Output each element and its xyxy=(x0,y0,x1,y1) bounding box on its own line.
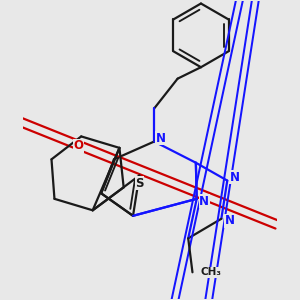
Text: CH₃: CH₃ xyxy=(201,267,222,277)
Text: N: N xyxy=(230,171,240,184)
Text: O: O xyxy=(73,139,83,152)
Text: N: N xyxy=(156,132,166,145)
Text: N: N xyxy=(225,214,235,227)
Text: N: N xyxy=(199,195,209,208)
Text: S: S xyxy=(135,177,144,190)
